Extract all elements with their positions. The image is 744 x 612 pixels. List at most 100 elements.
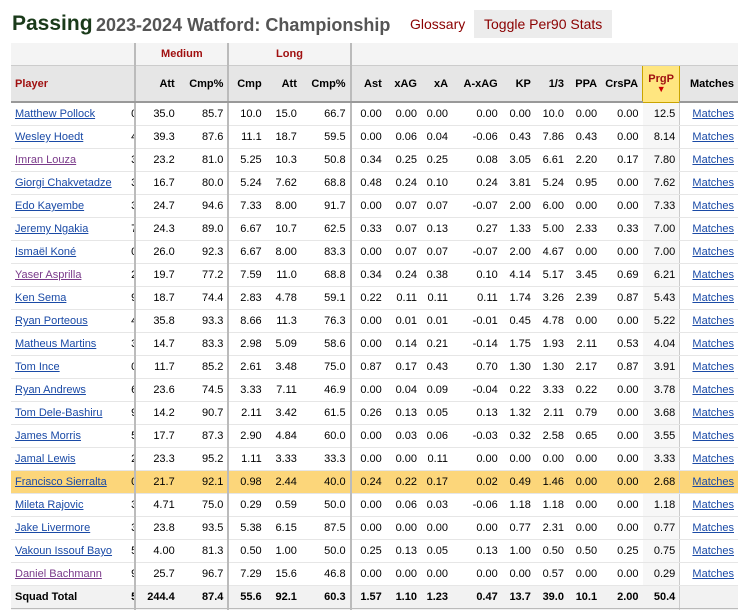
cell-med-cmp-pct: 95.2 (178, 447, 229, 471)
matches-link[interactable]: Matches (692, 338, 734, 350)
cell-long-att: 92.1 (265, 585, 301, 609)
cell-final-third: 4.78 (534, 309, 568, 333)
player-link[interactable]: Mileta Rajovic (15, 499, 84, 511)
matches-link[interactable]: Matches (692, 568, 734, 580)
cell-ppa: 0.00 (567, 516, 602, 540)
player-link[interactable]: Ken Sema (15, 292, 67, 304)
cell-matches: Matches (679, 332, 738, 356)
col-a-xag[interactable]: A-xAG (452, 65, 502, 103)
player-link[interactable]: Jamal Lewis (15, 453, 76, 465)
cell-long-cmp: 2.98 (227, 332, 266, 356)
col-prgp[interactable]: PrgP ▼ (642, 65, 681, 103)
player-link[interactable]: Vakoun Issouf Bayo (15, 545, 113, 557)
col-final-third[interactable]: 1/3 (534, 65, 568, 103)
matches-link[interactable]: Matches (692, 200, 734, 212)
cell-ast: 0.00 (349, 378, 386, 402)
player-link[interactable]: Wesley Hoedt (15, 131, 84, 143)
cell-med-att: 19.7 (134, 263, 179, 287)
cell-long-cmp-pct: 33.3 (300, 447, 351, 471)
matches-link[interactable]: Matches (692, 246, 734, 258)
player-link[interactable]: Imran Louza (15, 154, 77, 166)
matches-link[interactable]: Matches (692, 269, 734, 281)
player-link[interactable]: Ryan Porteous (15, 315, 88, 327)
matches-link[interactable]: Matches (692, 292, 734, 304)
cell-med-cmp-pct: 82.5 (178, 608, 229, 610)
matches-link[interactable]: Matches (692, 361, 734, 373)
glossary-button[interactable]: Glossary (410, 16, 466, 32)
matches-link[interactable]: Matches (692, 522, 734, 534)
cell-long-cmp-pct: 60.0 (300, 424, 351, 448)
cell-med-att: 23.2 (134, 148, 179, 172)
matches-link[interactable]: Matches (692, 315, 734, 327)
matches-link[interactable]: Matches (692, 223, 734, 235)
player-link[interactable]: Giorgi Chakvetadze (15, 177, 112, 189)
cell-player: Ken Sema (11, 286, 131, 310)
col-crspa[interactable]: CrsPA (601, 65, 643, 103)
cell-long-att: 3.33 (265, 447, 301, 471)
col-player[interactable]: Player (11, 65, 131, 103)
cell-crspa: 0.00 (601, 309, 643, 333)
matches-link[interactable]: Matches (692, 131, 734, 143)
table-row: Mileta Rajovic34.7175.00.290.5950.00.000… (11, 493, 738, 517)
matches-link[interactable]: Matches (692, 407, 734, 419)
cell-player: Jamal Lewis (11, 447, 131, 471)
matches-link[interactable]: Matches (692, 154, 734, 166)
matches-link[interactable]: Matches (692, 545, 734, 557)
cell-a-xag: 0.00 (452, 562, 502, 586)
cell-matches: Matches (679, 125, 738, 149)
cell-long-cmp-pct: 66.7 (300, 102, 351, 126)
player-link[interactable]: Tom Ince (15, 361, 60, 373)
matches-link[interactable]: Matches (692, 177, 734, 189)
player-link[interactable]: James Morris (15, 430, 82, 442)
col-ast[interactable]: Ast (349, 65, 386, 103)
col-xa[interactable]: xA (420, 65, 453, 103)
cell-long-cmp-pct: 46.8 (300, 562, 351, 586)
player-link[interactable]: Ryan Andrews (15, 384, 86, 396)
matches-link[interactable]: Matches (692, 453, 734, 465)
col-long-cmp[interactable]: Cmp (227, 65, 266, 103)
matches-link[interactable]: Matches (692, 499, 734, 511)
cell-med-cmp-pct: 93.3 (178, 309, 229, 333)
matches-link[interactable]: Matches (692, 108, 734, 120)
col-matches[interactable]: Matches (679, 65, 738, 103)
passing-table-container[interactable]: Medium Long Player Att Cmp% Cmp Att Cmp%… (11, 43, 738, 610)
player-link[interactable]: Francisco Sierralta (15, 476, 107, 488)
cell-long-att: 7.11 (265, 378, 301, 402)
col-xag[interactable]: xAG (385, 65, 421, 103)
player-link[interactable]: Matthew Pollock (15, 108, 96, 120)
player-link[interactable]: Matheus Martins (15, 338, 97, 350)
cell-long-cmp-pct: 50.0 (300, 493, 351, 517)
col-long-att[interactable]: Att (265, 65, 301, 103)
matches-link[interactable]: Matches (692, 476, 734, 488)
toggle-per90-button[interactable]: Toggle Per90 Stats (474, 10, 613, 38)
player-link[interactable]: Daniel Bachmann (15, 568, 102, 580)
player-link[interactable]: Ismaël Koné (15, 246, 77, 258)
group-medium: Medium (134, 43, 229, 66)
cell-truncated: 3 (130, 171, 136, 195)
cell-long-att: 10.7 (265, 217, 301, 241)
table-row: Ken Sema918.774.42.834.7859.10.220.110.1… (11, 286, 738, 310)
cell-xag: 0.07 (385, 194, 421, 218)
player-link[interactable]: Tom Dele-Bashiru (15, 407, 103, 419)
col-med-att[interactable]: Att (134, 65, 179, 103)
col-long-cmp-pct[interactable]: Cmp% (300, 65, 351, 103)
cell-a-xag: 0.13 (452, 539, 502, 563)
col-ppa[interactable]: PPA (567, 65, 602, 103)
cell-long-cmp-pct: 46.9 (300, 378, 351, 402)
player-link[interactable]: Jake Livermore (15, 522, 91, 534)
col-med-cmp-pct[interactable]: Cmp% (178, 65, 229, 103)
player-link[interactable]: Yaser Asprilla (15, 269, 82, 281)
cell-truncated: 0 (130, 240, 136, 264)
cell-ppa: 0.65 (567, 424, 602, 448)
matches-link[interactable]: Matches (692, 384, 734, 396)
cell-xa: 0.21 (420, 332, 453, 356)
player-link[interactable]: Jeremy Ngakia (15, 223, 89, 235)
col-kp[interactable]: KP (501, 65, 535, 103)
cell-player: Ryan Andrews (11, 378, 131, 402)
cell-final-third: 2.58 (534, 424, 568, 448)
table-row: Francisco Sierralta 021.792.10.982.4440.0… (11, 470, 738, 494)
player-link[interactable]: Edo Kayembe (15, 200, 85, 212)
matches-link[interactable]: Matches (692, 430, 734, 442)
cell-ast: 0.00 (349, 447, 386, 471)
cell-long-cmp-pct: 62.5 (300, 217, 351, 241)
